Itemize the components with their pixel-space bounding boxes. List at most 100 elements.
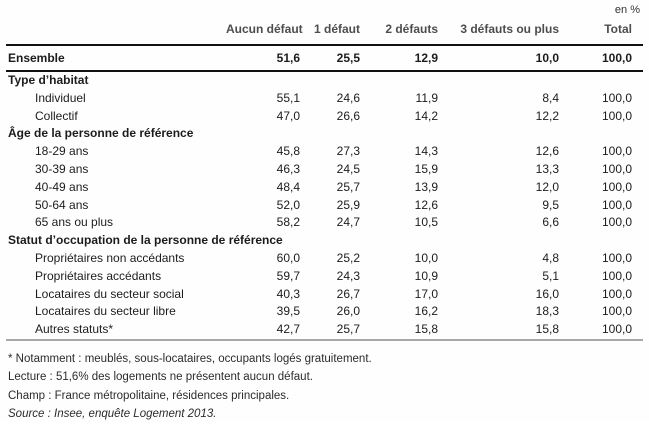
row-label: Locataires du secteur social [35,286,184,301]
cell-value: 10,0 [414,250,438,265]
cell-value: 26,6 [336,108,360,123]
table-row: 65 ans ou plus 58,2 24,7 10,5 6,6 100,0 [6,214,643,232]
cell-value: 26,7 [336,286,360,301]
column-header: Aucun défaut [226,19,303,46]
column-header: 3 défauts ou plus [438,19,559,46]
cell-value: 100,0 [601,215,632,230]
cell-value: 100,0 [601,161,632,176]
cell-value: 27,3 [336,144,360,159]
cell-value: 14,3 [414,144,438,159]
row-label: 65 ans ou plus [35,215,114,230]
footnote-line: Champ : France métropolitaine, résidence… [8,389,290,402]
cell-value: 100,0 [601,322,632,337]
cell-value: 17,0 [414,286,438,301]
cell-value: 60,0 [276,250,300,265]
section-title: Type d’habitat [8,73,89,87]
section-title: Âge de la personne de référence [8,126,194,141]
section-row: Âge de la personne de référence [6,125,643,143]
row-label: 50-64 ans [35,197,89,212]
cell-value: 16,2 [414,304,438,319]
cell-value: 25,2 [336,250,360,265]
cell-value: 55,1 [276,90,300,105]
cell-value: 13,9 [414,179,438,194]
row-label: Locataires du secteur libre [35,304,176,319]
cell-value: 5,1 [542,268,559,283]
cell-value: 100,0 [601,144,632,159]
cell-value: 100,0 [601,304,632,319]
row-label: 30-39 ans [35,161,89,176]
cell-value: 11,9 [415,90,438,105]
table-row: 40-49 ans 48,4 25,7 13,9 12,0 100,0 [6,179,643,197]
table-row: Individuel 55,1 24,6 11,9 8,4 100,0 [6,90,643,108]
row-label: Propriétaires accédants [35,268,162,283]
unit-label: en % [614,4,640,16]
cell-value: 6,6 [542,215,559,230]
row-label: Ensemble [6,45,226,72]
table-row: Locataires du secteur social 40,3 26,7 17,0… [6,286,643,304]
cell-value: 58,2 [276,215,300,230]
cell-value: 40,3 [276,286,300,301]
section-row: Type d’habitat [6,71,643,90]
cell-value: 25,9 [336,197,360,212]
table-body: Ensemble 51,6 25,5 12,9 10,0 100,0 Type … [6,45,643,340]
row-label: Autres statuts* [35,322,114,337]
cell-value: 42,7 [276,322,300,337]
footnote-line: Source : Insee, enquête Logement 2013. [8,408,217,421]
cell-value: 25,5 [300,45,360,72]
cell-value: 24,3 [336,268,360,283]
cell-value: 100,0 [559,45,643,72]
cell-value: 12,0 [535,179,559,194]
table-row: Propriétaires accédants 59,7 24,3 10,9 5,1 10… [6,268,643,286]
table-row: 18-29 ans 45,8 27,3 14,3 12,6 100,0 [6,143,643,161]
cell-value: 9,5 [542,197,559,212]
table-row: Collectif 47,0 26,6 14,2 12,2 100,0 [6,108,643,126]
cell-value: 25,7 [336,179,360,194]
cell-value: 100,0 [601,179,632,194]
footnote-line: * Notamment : meublés, sous-locataires, … [8,352,372,365]
footnotes: * Notamment : meublés, sous-locataires, … [8,350,649,424]
cell-value: 51,6 [226,45,300,72]
table-row: 50-64 ans 52,0 25,9 12,6 9,5 100,0 [6,197,643,215]
data-table: Aucun défaut 1 défaut 2 défauts 3 défaut… [6,19,643,341]
section-title: Statut d’occupation de la personne de ré… [8,233,283,248]
cell-value: 100,0 [601,90,632,105]
cell-value: 100,0 [601,197,632,212]
cell-value: 10,5 [414,215,438,230]
corner-cell [6,19,226,46]
cell-value: 100,0 [601,108,632,123]
cell-value: 12,9 [360,45,438,72]
cell-value: 59,7 [276,268,300,283]
cell-value: 12,2 [535,108,559,123]
cell-value: 13,3 [535,161,559,176]
cell-value: 25,7 [336,322,360,337]
cell-value: 15,8 [535,322,559,337]
section-row: Statut d’occupation de la personne de ré… [6,232,643,250]
cell-value: 15,9 [414,161,438,176]
cell-value: 14,2 [414,108,438,123]
cell-value: 24,7 [336,215,360,230]
cell-value: 39,5 [276,304,300,319]
cell-value: 100,0 [601,250,632,265]
cell-value: 24,5 [336,161,360,176]
cell-value: 18,3 [535,304,559,319]
cell-value: 100,0 [601,268,632,283]
table-row: 30-39 ans 46,3 24,5 15,9 13,3 100,0 [6,161,643,179]
table-header-row: Aucun défaut 1 défaut 2 défauts 3 défaut… [6,19,643,46]
row-label: 18-29 ans [35,144,89,159]
cell-value: 10,0 [438,45,559,72]
table-row: Propriétaires non accédants 60,0 25,2 10,0 4… [6,250,643,268]
row-label: Propriétaires non accédants [35,250,185,265]
table-row: Locataires du secteur libre 39,5 26,0 16,2 1… [6,303,643,321]
cell-value: 100,0 [601,286,632,301]
cell-value: 8,4 [542,90,559,105]
cell-value: 12,6 [414,197,438,212]
cell-value: 47,0 [276,108,300,123]
row-label: 40-49 ans [35,179,89,194]
cell-value: 24,6 [336,90,360,105]
table-row: Autres statuts* 42,7 25,7 15,8 15,8 100,0 [6,321,643,340]
cell-value: 4,8 [542,250,559,265]
column-header: 1 défaut [300,19,360,46]
column-header: Total [559,19,643,46]
cell-value: 10,9 [414,268,438,283]
